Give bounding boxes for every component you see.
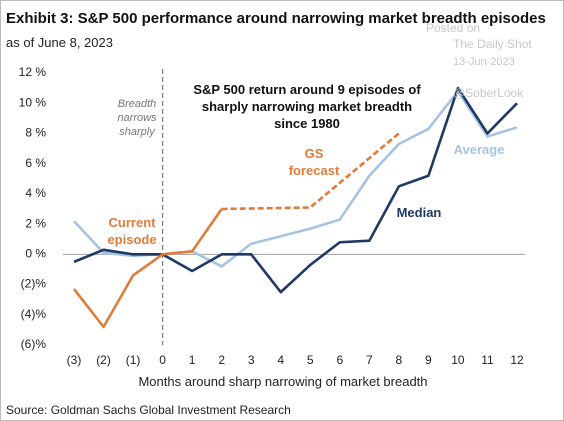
x-tick-label: 3 [248,353,255,367]
x-tick-label: 12 [510,353,524,367]
series-line [72,208,223,329]
y-tick-label: (2)% [21,277,47,291]
y-tick-label: 8 % [25,126,46,140]
series-label: Average [453,142,505,157]
series-label: Median [396,205,442,220]
y-tick-label: 6 % [25,156,46,170]
x-tick-label: (2) [96,353,111,367]
x-tick-label: 0 [159,353,166,367]
series-label: Current episode [107,215,157,247]
watermark: Posted on [426,21,481,35]
y-tick-label: 12 % [19,65,47,79]
y-tick-label: 0 % [25,247,46,261]
x-tick-label: 5 [307,353,314,367]
watermark: @SoberLook [453,86,524,100]
x-tick-label: 7 [366,353,373,367]
series-label: GS forecast [288,146,340,178]
x-tick-label: 1 [189,353,196,367]
y-tick-label: (6)% [21,337,47,351]
x-tick-label: 4 [277,353,284,367]
x-tick-label: 10 [451,353,465,367]
y-tick-label: 4 % [25,186,46,200]
series-line [73,86,518,294]
x-tick-label: 9 [425,353,432,367]
chart-subtitle: as of June 8, 2023 [6,35,113,50]
annotation: S&P 500 return around 9 episodes of shar… [193,82,421,131]
chart-title: Exhibit 3: S&P 500 performance around na… [6,10,546,27]
x-tick-label: (3) [67,353,82,367]
source: Source: Goldman Sachs Global Investment … [6,403,291,417]
x-tick-label: 11 [481,353,494,367]
y-tick-label: (4)% [21,307,47,321]
x-tick-label: (1) [126,353,141,367]
y-tick-label: 10 % [19,95,47,109]
y-tick-label: 2 % [25,216,46,230]
x-tick-label: 2 [218,353,225,367]
watermark: 13-Jun-2023 [453,56,515,68]
x-axis-title: Months around sharp narrowing of market … [138,374,428,389]
series-line [221,132,400,211]
watermark: The Daily Shot [453,37,532,51]
x-tick-label: 8 [396,353,403,367]
x-tick-label: 6 [336,353,343,367]
annotation: Breadth narrows sharply [117,98,157,138]
